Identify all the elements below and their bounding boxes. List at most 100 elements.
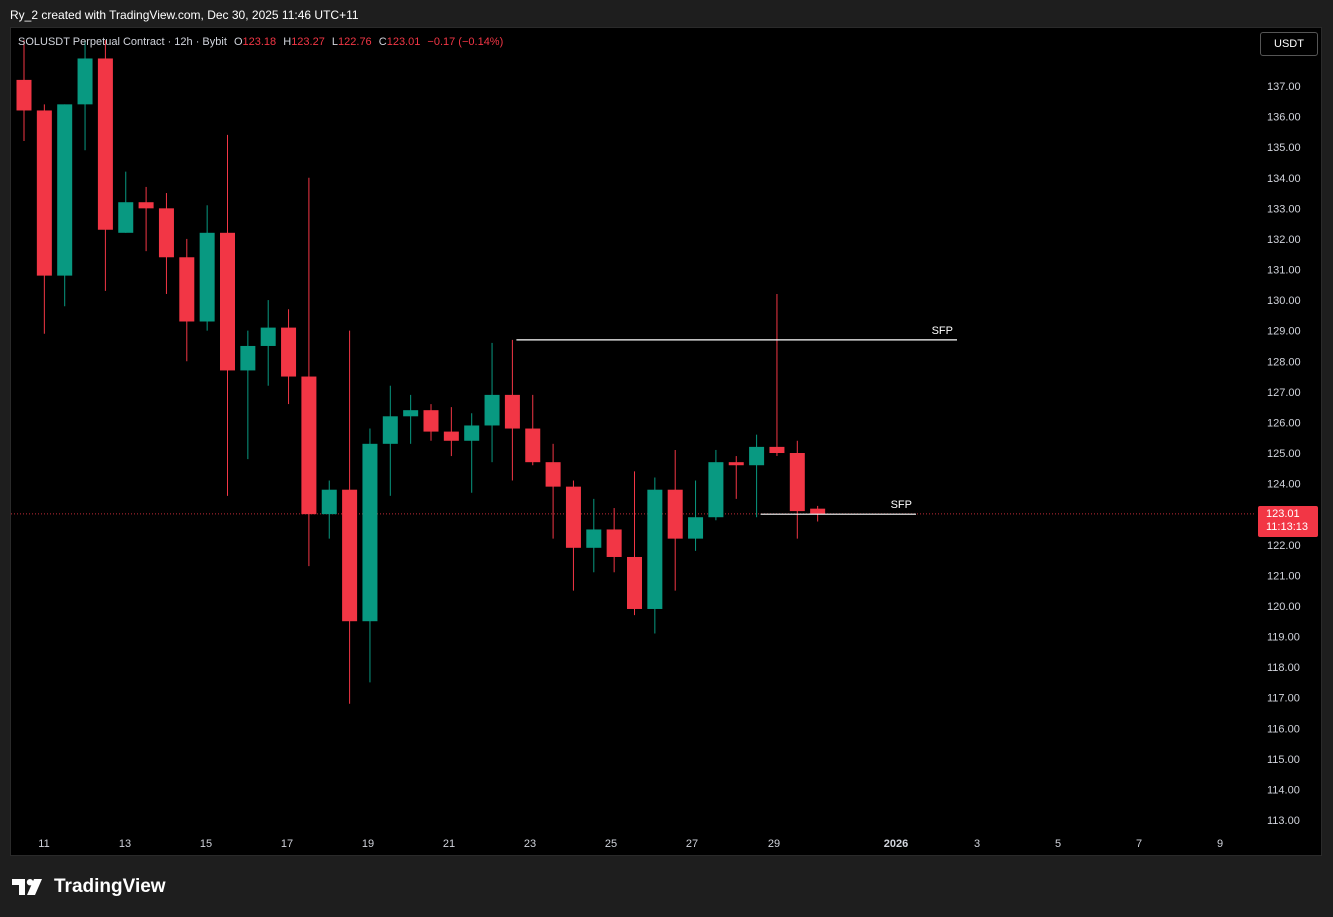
y-tick-label: 118.00	[1267, 662, 1300, 674]
candle-body	[301, 376, 317, 515]
candle-body	[810, 508, 826, 514]
y-tick-label: 127.00	[1267, 387, 1301, 399]
y-tick-label: 114.00	[1267, 784, 1300, 796]
symbol-name: SOLUSDT Perpetual Contract · 12h · Bybit	[18, 36, 227, 48]
change-value: −0.17 (−0.14%)	[427, 36, 504, 48]
y-tick-label: 128.00	[1267, 356, 1301, 368]
candle-body	[545, 462, 561, 487]
candle-body	[565, 486, 581, 548]
candle-body	[708, 462, 724, 518]
y-tick-label: 134.00	[1267, 173, 1301, 185]
x-tick-label: 2026	[884, 838, 908, 850]
y-tick-label: 117.00	[1267, 693, 1300, 705]
candle-body	[647, 489, 663, 609]
candle-body	[342, 489, 358, 622]
sfp-level-label: SFP	[932, 325, 953, 337]
y-tick-label: 135.00	[1267, 142, 1301, 154]
close-label: C	[378, 36, 387, 48]
bar-countdown: 11:13:13	[1266, 521, 1309, 533]
candle-body	[586, 529, 602, 548]
y-tick-label: 133.00	[1267, 203, 1301, 215]
low-label: L	[331, 36, 339, 48]
candle-body	[138, 202, 154, 209]
x-tick-label: 13	[119, 838, 131, 850]
candle-body	[16, 79, 32, 111]
x-tick-label: 17	[281, 838, 293, 850]
candle-body	[158, 208, 174, 258]
candle-body	[728, 462, 744, 466]
high-label: H	[283, 36, 292, 48]
candle-body	[97, 58, 113, 230]
last-price: 123.01	[1266, 508, 1300, 520]
candle-body	[220, 232, 235, 371]
candle-body	[423, 410, 439, 432]
candle-body	[362, 443, 378, 622]
x-tick-label: 19	[362, 838, 374, 850]
candle-body	[789, 453, 805, 512]
candle-body	[36, 110, 52, 276]
candle-body	[464, 425, 480, 441]
candle-body	[118, 202, 134, 233]
symbol-legend: SOLUSDT Perpetual Contract · 12h · Bybit…	[18, 34, 503, 50]
attribution-text: Ry_2 created with TradingView.com, Dec 3…	[10, 8, 359, 22]
candle-body	[667, 489, 683, 539]
candle-body	[627, 556, 642, 609]
candle-body	[382, 416, 398, 444]
candle-body	[403, 410, 419, 417]
tradingview-logo[interactable]: TradingView	[12, 875, 166, 899]
last-price-tag: 123.01 11:13:13	[1258, 506, 1318, 537]
candle-body	[260, 327, 276, 346]
x-tick-label: 9	[1217, 838, 1223, 850]
x-tick-label: 25	[605, 838, 617, 850]
y-tick-label: 116.00	[1267, 723, 1300, 735]
candle-body	[281, 327, 297, 377]
y-tick-label: 121.00	[1267, 570, 1301, 582]
y-tick-label: 122.00	[1267, 540, 1301, 552]
y-tick-label: 113.00	[1267, 815, 1300, 827]
candles-group	[16, 40, 826, 704]
y-tick-label: 119.00	[1267, 632, 1300, 644]
x-tick-label: 7	[1136, 838, 1142, 850]
x-tick-label: 21	[443, 838, 455, 850]
close-value: 123.01	[386, 36, 421, 48]
x-tick-label: 29	[768, 838, 780, 850]
candle-body	[606, 529, 622, 557]
tradingview-logo-text: TradingView	[54, 876, 166, 897]
candle-body	[525, 428, 541, 463]
y-tick-label: 131.00	[1267, 265, 1301, 277]
y-tick-label: 115.00	[1267, 754, 1300, 766]
currency-button[interactable]: USDT	[1260, 32, 1318, 56]
y-tick-label: 130.00	[1267, 295, 1301, 307]
y-tick-label: 137.00	[1267, 81, 1301, 93]
candle-body	[77, 58, 93, 105]
x-tick-label: 5	[1055, 838, 1061, 850]
high-value: 123.27	[291, 36, 325, 48]
candle-body	[199, 232, 215, 322]
x-tick-label: 27	[686, 838, 698, 850]
y-tick-label: 126.00	[1267, 417, 1301, 429]
candle-body	[769, 446, 785, 453]
candle-body	[749, 446, 765, 466]
candle-body	[240, 345, 256, 371]
candle-body	[321, 489, 337, 515]
candle-body	[484, 394, 500, 426]
candle-body	[688, 517, 704, 539]
sfp-level-label: SFP	[891, 499, 912, 511]
x-tick-label: 23	[524, 838, 536, 850]
chart-frame	[10, 27, 1322, 856]
x-tick-label: 3	[974, 838, 980, 850]
candle-body	[443, 431, 459, 441]
x-tick-label: 15	[200, 838, 212, 850]
y-tick-label: 120.00	[1267, 601, 1301, 613]
open-value: 123.18	[242, 36, 277, 48]
candle-body	[57, 104, 73, 276]
low-value: 122.76	[338, 36, 372, 48]
y-tick-label: 124.00	[1267, 479, 1301, 491]
y-tick-label: 136.00	[1267, 112, 1301, 124]
tradingview-logo-icon	[12, 879, 42, 895]
y-tick-label: 132.00	[1267, 234, 1301, 246]
x-tick-label: 11	[38, 838, 49, 850]
y-tick-label: 125.00	[1267, 448, 1301, 460]
candle-body	[504, 394, 520, 429]
